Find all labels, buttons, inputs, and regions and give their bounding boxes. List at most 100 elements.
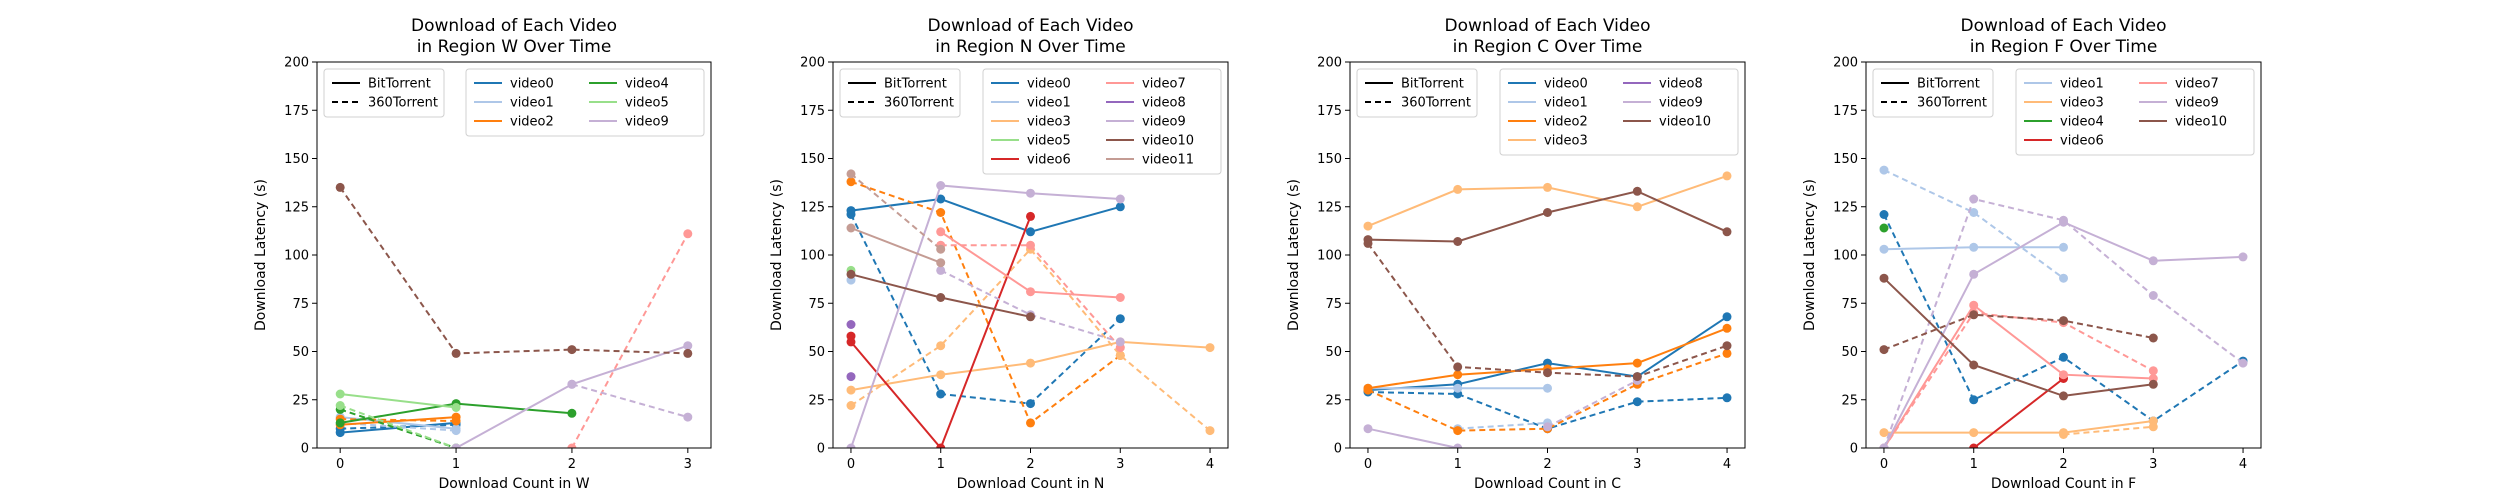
style-legend <box>839 68 961 118</box>
series-line-video1-360torrent <box>1457 421 1548 430</box>
y-tick-label: 175 <box>284 104 309 119</box>
y-tick-label: 200 <box>284 56 309 71</box>
data-point-video10 <box>1453 237 1463 246</box>
y-tick-label: 175 <box>800 104 825 119</box>
data-point-video11 <box>846 169 856 179</box>
series-line-video10-360torrent <box>339 186 688 355</box>
data-point-video3 <box>936 370 946 380</box>
y-tick-label: 100 <box>1317 249 1342 264</box>
y-tick-label: 75 <box>808 297 825 312</box>
series-line-video2-360torrent <box>1367 352 1728 432</box>
series-line-video0-360torrent <box>850 214 1121 405</box>
y-tick-label: 25 <box>1325 393 1342 408</box>
data-point-video9 <box>1879 443 1889 448</box>
x-tick-label: 3 <box>2149 457 2157 472</box>
chart-title-line: Download of Each Video <box>1960 16 2166 36</box>
data-point-video7 <box>1115 293 1125 302</box>
data-point-video1 <box>1879 165 1889 175</box>
series-line-video1-360torrent <box>1883 169 2065 280</box>
data-point-video10 <box>1969 360 1979 370</box>
data-point-video10 <box>936 293 946 302</box>
data-point-video0 <box>2059 352 2068 362</box>
data-point-video0 <box>1879 210 1889 219</box>
x-axis-label: Download Count in W <box>438 476 589 492</box>
y-tick-label: 200 <box>800 56 825 71</box>
series-line-video7-360torrent <box>571 233 689 448</box>
series-line-video7-bittorrent <box>1883 303 2154 448</box>
series-line-video9-360torrent <box>571 383 689 419</box>
data-point-video2 <box>451 416 461 426</box>
series-line-video6-bittorrent <box>1973 377 2065 448</box>
x-tick-label: 4 <box>1723 457 1731 472</box>
video-legend-label: video1 <box>510 96 554 111</box>
video-legend-label: video0 <box>1027 77 1071 92</box>
data-point-video3 <box>2059 430 2068 439</box>
series-line-video9-360torrent <box>940 269 1121 343</box>
data-point-video10 <box>451 348 461 358</box>
data-point-video1 <box>2059 273 2068 283</box>
data-point-video3 <box>1543 182 1552 192</box>
data-point-video7 <box>567 443 577 448</box>
series-line-video11-bittorrent <box>850 227 942 264</box>
video-legend-label: video2 <box>1544 115 1588 130</box>
data-point-video9 <box>2059 215 2068 225</box>
y-tick-label: 175 <box>1833 104 1858 119</box>
y-tick-label: 150 <box>800 152 825 167</box>
series-line-video7-360torrent <box>1883 311 2154 448</box>
style-legend-label: BitTorrent <box>1917 77 1980 92</box>
data-point-video6 <box>936 443 946 448</box>
data-point-video2 <box>1722 348 1732 358</box>
data-point-video6 <box>1969 443 1979 448</box>
video-legend-label: video8 <box>1659 77 1703 92</box>
data-point-video9 <box>1969 269 1979 279</box>
x-axis-label: Download Count in N <box>957 476 1105 492</box>
data-point-video9 <box>2238 252 2248 262</box>
style-legend-label: 360Torrent <box>884 96 954 111</box>
data-point-video3 <box>846 385 856 395</box>
data-point-video9 <box>1026 188 1035 198</box>
data-point-video0 <box>1026 227 1035 237</box>
data-point-video9 <box>1363 424 1373 434</box>
x-tick-label: 3 <box>684 457 692 472</box>
data-point-video3 <box>1969 428 1979 438</box>
video-legend-label: video4 <box>625 77 669 92</box>
y-tick-label: 150 <box>1833 152 1858 167</box>
data-point-video4 <box>335 418 345 428</box>
data-point-video7 <box>683 229 693 239</box>
data-point-video10 <box>567 345 577 355</box>
y-tick-label: 150 <box>284 152 309 167</box>
data-point-video3 <box>1205 426 1215 436</box>
x-tick-label: 0 <box>1364 457 1372 472</box>
video-legend-label: video10 <box>2175 115 2227 130</box>
data-point-video2 <box>1722 323 1732 333</box>
style-legend <box>1356 68 1478 118</box>
y-tick-label: 125 <box>800 200 825 215</box>
data-point-video1 <box>1969 242 1979 252</box>
data-point-video9 <box>1115 337 1125 347</box>
series-line-video7-360torrent <box>940 244 1122 349</box>
y-tick-label: 125 <box>284 200 309 215</box>
y-tick-label: 200 <box>1833 56 1858 71</box>
video-legend-label: video1 <box>2060 77 2104 92</box>
data-point-video9 <box>1453 443 1463 448</box>
x-tick-label: 2 <box>1026 457 1034 472</box>
data-point-video10 <box>683 348 693 358</box>
data-point-video9 <box>936 265 946 275</box>
data-point-video9 <box>1115 194 1125 204</box>
data-point-video0 <box>1722 393 1732 403</box>
plot-area <box>1363 171 1732 448</box>
data-point-video1 <box>1453 383 1463 393</box>
chart-title-line: in Region C Over Time <box>1453 37 1643 57</box>
style-legend-label: 360Torrent <box>1917 96 1987 111</box>
data-point-video10 <box>846 269 856 279</box>
data-point-video7 <box>2148 366 2158 376</box>
plot-area <box>335 182 693 448</box>
data-point-video6 <box>1026 211 1035 221</box>
video-legend-label: video6 <box>1027 153 1071 168</box>
x-tick-label: 2 <box>2059 457 2067 472</box>
series-line-video9-bittorrent <box>850 184 1121 448</box>
y-tick-label: 50 <box>1325 345 1342 360</box>
x-axis-label: Download Count in C <box>1474 476 1621 492</box>
